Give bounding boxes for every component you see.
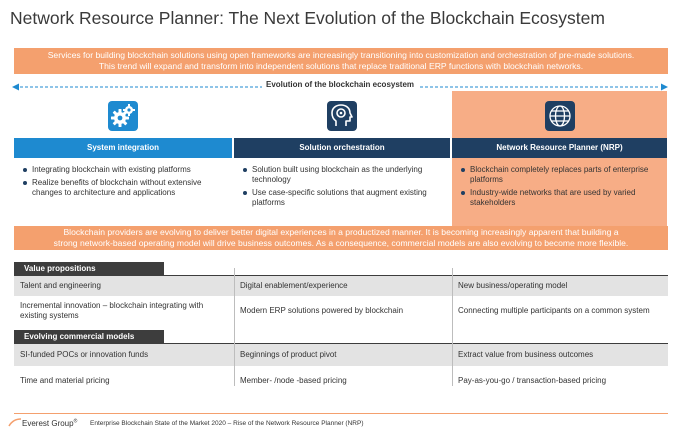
summary-line-1: Blockchain providers are evolving to del… [63,227,619,237]
table-cell: Digital enablement/experience [240,281,348,290]
column-heading-nrp: Network Resource Planner (NRP) [452,138,667,158]
table-row: Incremental innovation – blockchain inte… [14,297,668,325]
logo-text: Everest Group [22,419,74,428]
solution-orchestration-bullets: Solution built using blockchain as the u… [242,165,442,211]
logo-registered-mark: ® [73,418,78,425]
table-row: SI-funded POCs or innovation funds Begin… [14,344,668,366]
list-item: Solution built using blockchain as the u… [242,165,442,185]
intro-line-1: Services for building blockchain solutio… [47,50,635,60]
page-title: Network Resource Planner: The Next Evolu… [10,8,605,28]
table-cell: New business/operating model [458,281,568,290]
table-cell: Beginnings of product pivot [240,350,337,359]
list-item: Blockchain completely replaces parts of … [460,165,660,185]
table-cell: Pay-as-you-go / transaction-based pricin… [458,376,607,385]
table-cell: Member- /node -based pricing [240,376,347,385]
gears-icon [108,101,138,131]
table-cell: Incremental innovation – blockchain inte… [20,301,204,320]
column-heading-solution-orchestration: Solution orchestration [234,138,450,158]
column-divider [452,268,453,386]
everest-group-logo: Everest Group® [8,418,77,428]
list-item: Realize benefits of blockchain without e… [22,178,228,198]
section-divider [14,275,668,276]
logo-swoosh-icon [8,418,22,427]
table-cell: Extract value from business outcomes [458,350,594,359]
section-divider [14,343,668,344]
table-cell: Modern ERP solutions powered by blockcha… [240,306,404,315]
footer-source: Enterprise Blockchain State of the Marke… [90,420,364,427]
summary-banner: Blockchain providers are evolving to del… [14,226,668,250]
column-divider [234,268,235,386]
table-row: Talent and engineering Digital enablemen… [14,276,668,296]
evolution-arrow-left-head [12,83,19,91]
nrp-bullets: Blockchain completely replaces parts of … [460,165,660,211]
value-propositions-label: Value propositions [14,262,164,276]
evolution-label: Evolution of the blockchain ecosystem [261,80,419,89]
intro-banner: Services for building blockchain solutio… [14,48,668,74]
list-item: Use case-specific solutions that augment… [242,188,442,208]
commercial-models-label: Evolving commercial models [14,330,164,344]
table-cell: Connecting multiple participants on a co… [458,306,650,315]
table-cell: SI-funded POCs or innovation funds [20,350,149,359]
table-cell: Talent and engineering [20,281,101,290]
head-gear-icon [327,101,357,131]
list-item: Industry-wide networks that are used by … [460,188,660,208]
table-cell: Time and material pricing [20,376,110,385]
column-heading-system-integration: System integration [14,138,232,158]
list-item: Integrating blockchain with existing pla… [22,165,228,175]
globe-network-icon [545,101,575,131]
footer-divider [14,413,668,414]
evolution-arrow-right-head [661,83,668,91]
system-integration-bullets: Integrating blockchain with existing pla… [22,165,228,201]
summary-line-2: strong network-based operating model wil… [53,238,629,248]
table-row: Time and material pricing Member- /node … [14,369,668,393]
intro-line-2: This trend will expand and transform int… [98,61,584,71]
